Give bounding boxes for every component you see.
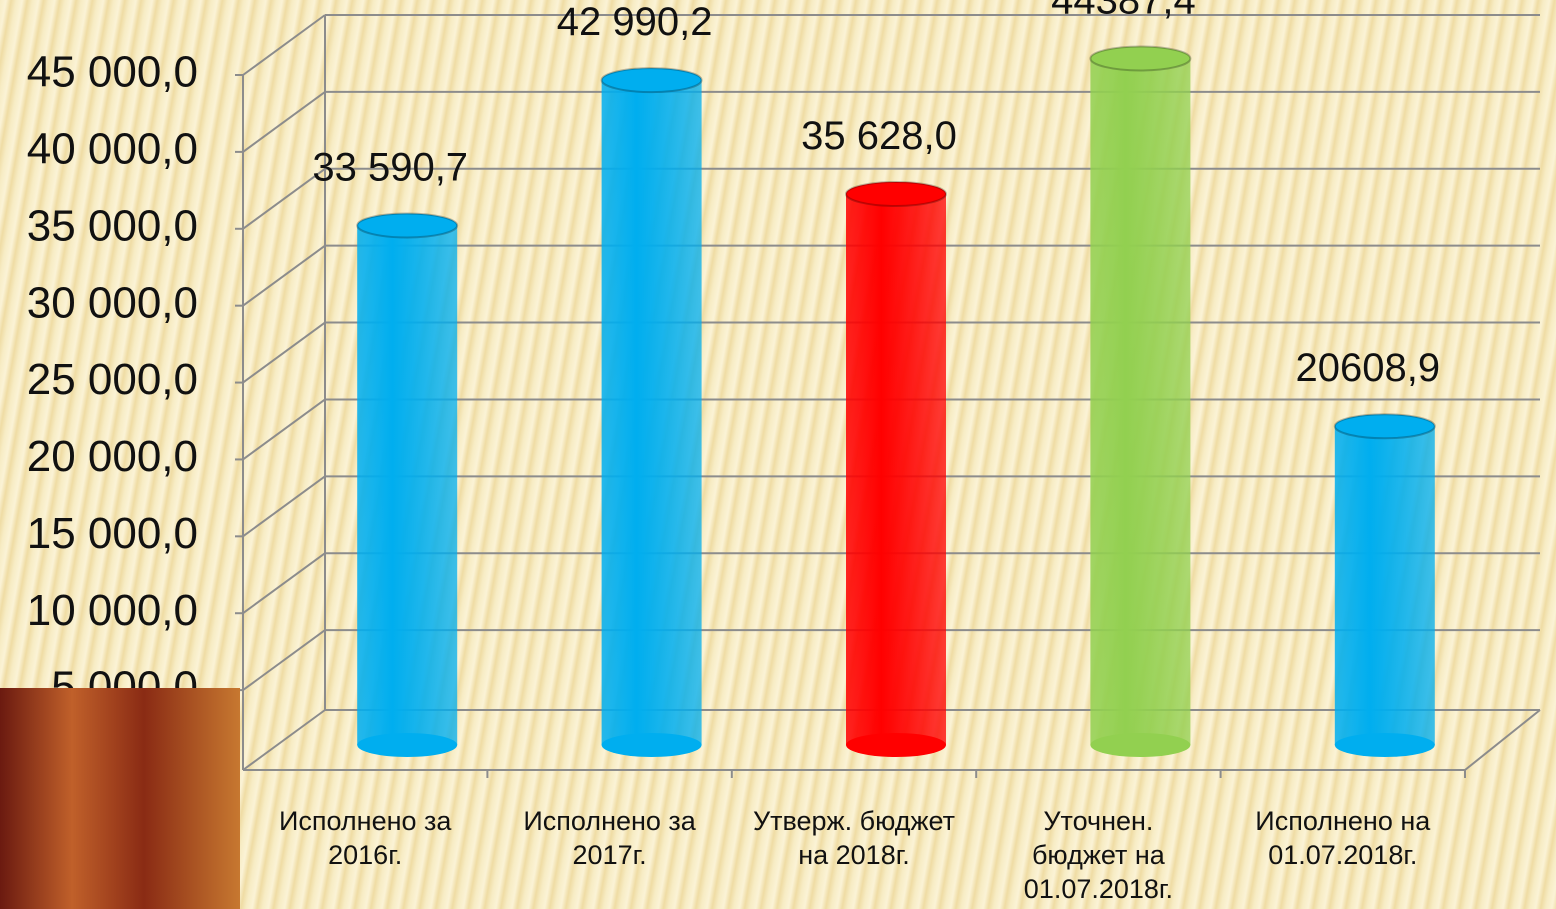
grid-line	[243, 323, 325, 383]
y-tick-label: 25 000,0	[27, 355, 198, 404]
grid-line	[243, 630, 325, 690]
floor-left	[243, 710, 325, 770]
slide: 5 000,010 000,015 000,020 000,025 000,03…	[0, 0, 1556, 909]
x-tick-label: Исполнено за 2016г.	[250, 804, 480, 872]
chart: 5 000,010 000,015 000,020 000,025 000,03…	[0, 0, 1556, 909]
bar	[357, 225, 457, 745]
bar-top	[357, 213, 457, 237]
bar-top	[1335, 414, 1435, 438]
grid-line	[243, 15, 325, 75]
y-tick-label: 10 000,0	[27, 586, 198, 635]
y-tick-label: 30 000,0	[27, 278, 198, 327]
y-tick-label: 45 000,0	[27, 48, 198, 97]
value-label: 20608,9	[1296, 346, 1441, 390]
x-tick-label: Исполнено за 2017г.	[495, 804, 725, 872]
grid-line	[243, 92, 325, 152]
bar-top	[1090, 46, 1190, 70]
value-label: 35 628,0	[801, 114, 957, 158]
grid-line	[243, 553, 325, 613]
value-label: 33 590,7	[312, 145, 468, 189]
bar-top	[602, 68, 702, 92]
bar	[602, 80, 702, 745]
y-tick-label: 35 000,0	[27, 201, 198, 250]
y-tick-label: 40 000,0	[27, 125, 198, 174]
grid-line	[243, 476, 325, 536]
y-tick-label: 15 000,0	[27, 509, 198, 558]
x-tick-label: Исполнено на 01.07.2018г.	[1228, 804, 1458, 872]
grid-line	[243, 399, 325, 459]
photo	[0, 688, 240, 909]
value-label: 42 990,2	[557, 0, 713, 44]
bar-top	[846, 182, 946, 206]
x-tick-label: Уточнен. бюджет на 01.07.2018г.	[983, 804, 1213, 906]
y-tick-label: 20 000,0	[27, 432, 198, 481]
floor-right	[1465, 710, 1540, 770]
x-tick-label: Утверж. бюджет на 2018г.	[739, 804, 969, 872]
bar	[1090, 58, 1190, 745]
bar	[846, 194, 946, 745]
grid-line	[243, 246, 325, 306]
bar	[1335, 426, 1435, 745]
value-label: 44387,4	[1051, 0, 1196, 22]
